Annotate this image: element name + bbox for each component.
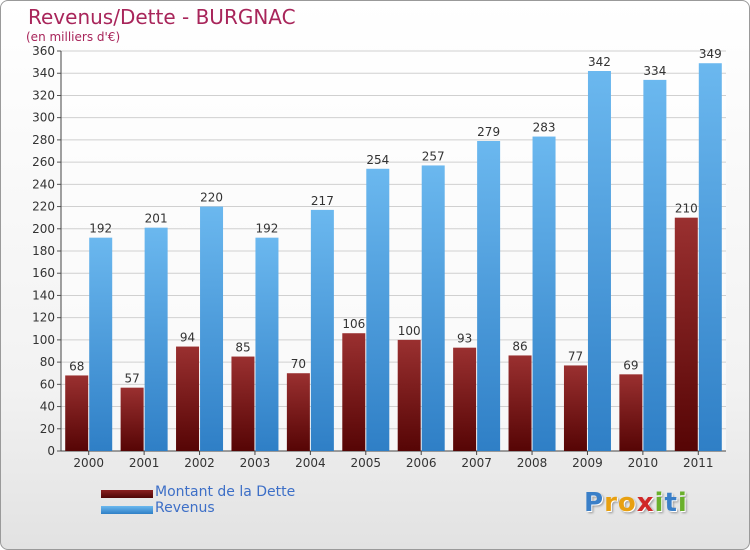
y-tick-label: 360 (32, 44, 55, 58)
logo-letter: i (677, 488, 688, 518)
y-tick-label: 180 (32, 244, 55, 258)
chart-subtitle: (en milliers d'€) (26, 30, 121, 44)
data-label-dette: 57 (124, 372, 139, 386)
bar-revenus (144, 227, 168, 451)
bar-revenus (310, 209, 334, 451)
data-label-revenus: 257 (422, 149, 445, 163)
x-tick-label: 2005 (351, 456, 382, 470)
bar-revenus (477, 141, 501, 451)
x-tick-label: 2011 (683, 456, 714, 470)
y-tick-label: 280 (32, 133, 55, 147)
y-tick-label: 260 (32, 155, 55, 169)
y-tick-label: 0 (47, 444, 55, 458)
proxiti-logo: Proxiti (584, 488, 688, 518)
y-tick-label: 20 (40, 422, 55, 436)
bar-revenus (587, 71, 611, 451)
data-label-revenus: 192 (256, 222, 279, 236)
chart-title: Revenus/Dette - BURGNAC (28, 5, 296, 29)
data-label-revenus: 283 (533, 121, 556, 135)
x-tick-label: 2008 (517, 456, 548, 470)
data-label-revenus: 254 (366, 153, 389, 167)
logo-letter: r (604, 488, 618, 518)
data-label-revenus: 192 (89, 222, 112, 236)
y-tick-label: 300 (32, 111, 55, 125)
bar-dette (508, 355, 532, 451)
data-label-revenus: 334 (643, 64, 666, 78)
data-label-dette: 93 (457, 332, 472, 346)
bar-revenus (532, 136, 556, 452)
y-tick-label: 60 (40, 377, 55, 391)
legend-label-dette: Montant de la Dette (155, 484, 296, 500)
logo-letter: x (636, 488, 655, 518)
y-tick-label: 200 (32, 222, 55, 236)
data-label-revenus: 201 (145, 212, 168, 226)
y-tick-label: 340 (32, 66, 55, 80)
data-label-revenus: 279 (477, 125, 500, 139)
x-tick-label: 2009 (572, 456, 603, 470)
bar-revenus (421, 165, 445, 451)
y-tick-label: 140 (32, 288, 55, 302)
y-tick-label: 40 (40, 400, 55, 414)
bar-revenus (255, 237, 279, 451)
data-label-revenus: 220 (200, 191, 223, 205)
bar-revenus (643, 79, 667, 451)
bar-dette (176, 346, 200, 451)
bar-dette (286, 373, 310, 451)
data-label-dette: 68 (69, 359, 84, 373)
logo-letter: t (664, 488, 678, 518)
y-tick-label: 220 (32, 200, 55, 214)
data-label-dette: 94 (180, 331, 195, 345)
bar-dette (674, 217, 698, 451)
bar-dette (563, 365, 587, 451)
bar-dette (120, 387, 144, 451)
data-label-dette: 85 (235, 341, 250, 355)
y-tick-label: 80 (40, 355, 55, 369)
bar-revenus (366, 168, 390, 451)
data-label-dette: 77 (568, 349, 583, 363)
y-tick-label: 320 (32, 88, 55, 102)
data-label-dette: 100 (398, 324, 421, 338)
data-label-dette: 210 (675, 202, 698, 216)
logo-letter: i (654, 488, 665, 518)
bar-dette (231, 356, 255, 451)
bar-dette (453, 347, 477, 451)
x-tick-label: 2010 (628, 456, 659, 470)
data-label-revenus: 217 (311, 194, 334, 208)
bar-revenus (200, 206, 224, 451)
data-label-dette: 70 (291, 357, 306, 371)
bar-dette (65, 375, 89, 451)
data-label-revenus: 342 (588, 55, 611, 69)
bar-revenus (89, 237, 113, 451)
legend-swatch-dette (101, 490, 153, 498)
data-label-dette: 86 (512, 339, 527, 353)
logo-letter: P (584, 488, 605, 518)
legend-label-revenus: Revenus (155, 500, 215, 516)
logo-letter: o (617, 488, 637, 518)
y-tick-label: 240 (32, 177, 55, 191)
bar-revenus (698, 63, 722, 451)
y-tick-label: 120 (32, 311, 55, 325)
x-tick-label: 2004 (295, 456, 326, 470)
legend-swatch-revenus (101, 506, 153, 514)
y-tick-label: 100 (32, 333, 55, 347)
bar-dette (342, 333, 366, 451)
x-tick-label: 2000 (73, 456, 104, 470)
data-label-dette: 69 (623, 358, 638, 372)
bar-dette (397, 339, 421, 451)
data-label-dette: 106 (342, 317, 365, 331)
x-tick-label: 2003 (240, 456, 271, 470)
bar-dette (619, 374, 643, 451)
data-label-revenus: 349 (699, 47, 722, 61)
x-tick-label: 2007 (461, 456, 492, 470)
x-tick-label: 2006 (406, 456, 437, 470)
y-tick-label: 160 (32, 266, 55, 280)
x-tick-label: 2002 (184, 456, 215, 470)
x-tick-label: 2001 (129, 456, 160, 470)
